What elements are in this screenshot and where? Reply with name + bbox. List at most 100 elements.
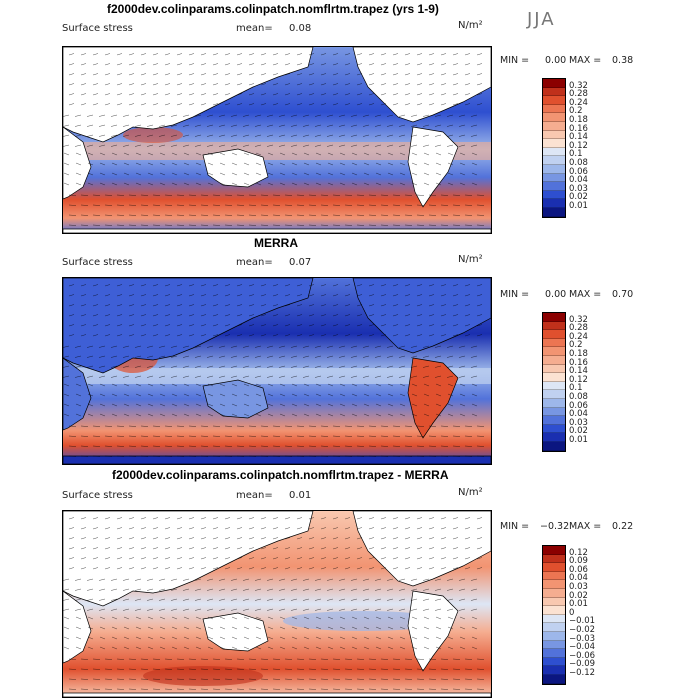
- wind-arrow: [284, 567, 291, 570]
- wind-arrow: [123, 162, 130, 166]
- wind-arrow: [320, 547, 327, 550]
- wind-arrow: [464, 567, 471, 570]
- wind-arrow: [410, 345, 418, 348]
- wind-arrow: [291, 403, 298, 407]
- colorbar-tick-label: 0.28: [569, 89, 588, 100]
- wind-arrow: [116, 93, 123, 96]
- wind-arrow: [147, 182, 154, 186]
- wind-arrow: [399, 162, 406, 166]
- wind-arrow: [446, 375, 454, 378]
- wind-arrow: [399, 403, 406, 407]
- wind-arrow: [80, 517, 87, 520]
- wind-arrow: [176, 63, 183, 66]
- wind-arrow: [303, 616, 310, 620]
- wind-arrow: [368, 93, 375, 96]
- wind-arrow: [374, 134, 382, 137]
- wind-arrow: [380, 324, 387, 327]
- wind-arrow: [440, 93, 447, 96]
- wind-arrow: [236, 93, 243, 96]
- wind-arrow: [392, 314, 399, 317]
- wind-arrow: [332, 204, 341, 206]
- wind-arrow: [356, 445, 365, 447]
- wind-arrow: [314, 365, 322, 368]
- wind-arrow: [471, 162, 478, 166]
- wind-arrow: [278, 134, 286, 137]
- wind-arrow: [326, 578, 334, 581]
- eurasia-africa-land: [63, 47, 314, 143]
- wind-arrow: [296, 547, 303, 550]
- wind-arrow: [207, 383, 214, 387]
- wind-arrow: [332, 93, 339, 96]
- wind-arrow: [230, 598, 238, 601]
- wind-arrow: [248, 658, 257, 660]
- wind-arrow: [428, 455, 437, 457]
- wind-arrow: [230, 144, 238, 147]
- wind-arrow: [326, 355, 334, 358]
- wind-arrow: [296, 103, 303, 106]
- wind-arrow: [254, 588, 262, 591]
- wind-arrow: [75, 616, 82, 620]
- wind-arrow: [399, 383, 406, 387]
- wind-arrow: [183, 646, 190, 650]
- wind-arrow: [428, 103, 435, 106]
- colorbar-tick-label: 0.03: [569, 582, 588, 592]
- wind-arrow: [404, 537, 411, 540]
- wind-arrow: [320, 334, 327, 337]
- wind-arrow: [236, 425, 245, 427]
- wind-arrow: [440, 425, 449, 427]
- wind-arrow: [447, 172, 454, 176]
- wind-arrow: [111, 162, 118, 166]
- wind-arrow: [308, 304, 315, 307]
- wind-arrow: [470, 588, 478, 591]
- wind-arrow: [422, 124, 430, 127]
- wind-arrow: [326, 588, 334, 591]
- wind-arrow: [404, 547, 411, 550]
- wind-arrow: [315, 403, 322, 407]
- wind-arrow: [123, 393, 130, 397]
- wind-arrow: [122, 355, 130, 358]
- wind-arrow: [410, 134, 418, 137]
- wind-arrow: [368, 304, 375, 307]
- wind-arrow: [248, 334, 255, 337]
- wind-arrow: [404, 668, 413, 670]
- wind-arrow: [327, 646, 334, 650]
- wind-arrow: [111, 646, 118, 650]
- wind-arrow: [164, 334, 171, 337]
- wind-arrow: [386, 345, 394, 348]
- wind-arrow: [386, 114, 394, 117]
- wind-arrow: [242, 598, 250, 601]
- wind-arrow: [303, 162, 310, 166]
- wind-arrow: [320, 567, 327, 570]
- wind-arrow: [128, 224, 137, 226]
- wind-arrow: [176, 93, 183, 96]
- colorbar-cell: [543, 330, 565, 339]
- wind-arrow: [470, 375, 478, 378]
- wind-arrow: [374, 365, 382, 368]
- wind-arrow: [302, 134, 310, 137]
- wind-arrow: [404, 527, 411, 530]
- wind-arrow: [152, 658, 161, 660]
- wind-arrow: [464, 557, 471, 560]
- wind-arrow: [470, 598, 478, 601]
- wind-arrow: [206, 608, 214, 611]
- wind-arrow: [212, 567, 219, 570]
- wind-arrow: [152, 214, 161, 216]
- wind-arrow: [212, 537, 219, 540]
- wind-arrow: [320, 557, 327, 560]
- wind-arrow: [302, 375, 310, 378]
- wind-arrow: [158, 134, 166, 137]
- wind-arrow: [255, 616, 262, 620]
- wind-arrow: [260, 517, 267, 520]
- panel-3-variable: Surface stress: [62, 490, 133, 501]
- wind-arrow: [122, 598, 130, 601]
- wind-arrow: [255, 626, 262, 630]
- wind-arrow: [416, 83, 423, 86]
- wind-arrow: [428, 53, 435, 56]
- wind-arrow: [260, 214, 269, 216]
- wind-arrow: [452, 284, 459, 287]
- wind-arrow: [170, 588, 178, 591]
- wind-arrow: [327, 413, 334, 417]
- wind-arrow: [284, 445, 293, 447]
- wind-arrow: [290, 365, 298, 368]
- wind-arrow: [140, 455, 149, 457]
